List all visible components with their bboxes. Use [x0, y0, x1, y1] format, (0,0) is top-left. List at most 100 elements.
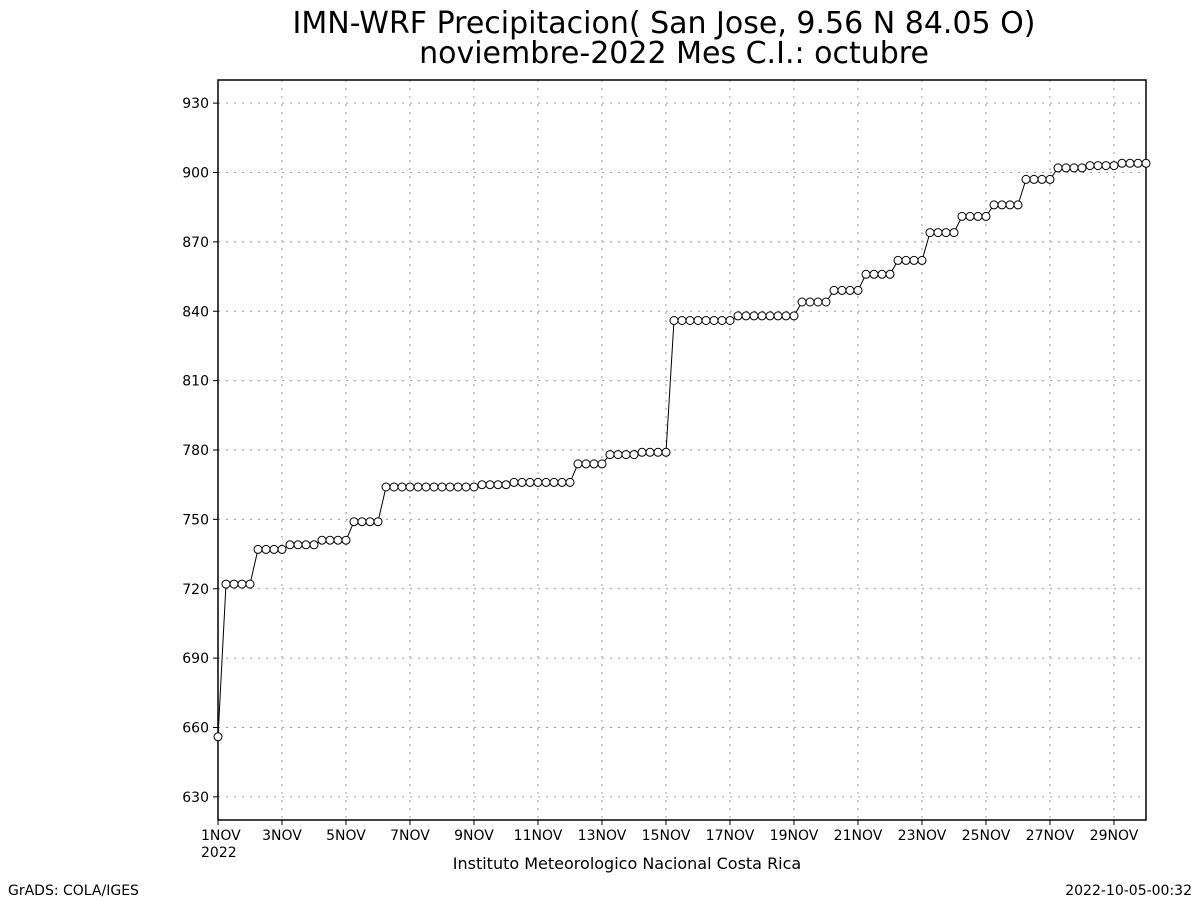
- data-point: [429, 482, 439, 492]
- x-tick-label: 27NOV: [1026, 828, 1075, 844]
- data-point: [549, 477, 559, 487]
- data-point: [837, 285, 847, 295]
- data-point: [797, 297, 807, 307]
- data-point: [381, 482, 391, 492]
- x-tick-label: 3NOV: [262, 828, 302, 844]
- data-point: [461, 482, 471, 492]
- data-point: [373, 517, 383, 527]
- data-point: [973, 211, 983, 221]
- footer-left: GrADS: COLA/IGES: [8, 883, 139, 899]
- y-tick-label: 750: [182, 512, 209, 528]
- data-point: [493, 480, 503, 490]
- x-tick-label: 15NOV: [642, 828, 691, 844]
- y-tick-label: 870: [182, 235, 209, 251]
- data-point: [597, 459, 607, 469]
- data-point: [1069, 163, 1079, 173]
- data-point: [685, 316, 695, 325]
- data-point: [605, 450, 615, 460]
- data-point: [253, 544, 263, 554]
- x-tick-label: 11NOV: [514, 828, 563, 844]
- x-tick-label: 25NOV: [962, 828, 1011, 844]
- data-point: [389, 482, 399, 492]
- data-point: [1037, 174, 1047, 184]
- data-point: [325, 535, 335, 545]
- data-point: [741, 311, 751, 321]
- data-point: [365, 517, 375, 527]
- data-point: [901, 255, 911, 265]
- data-point: [917, 255, 927, 265]
- data-point: [1085, 161, 1095, 171]
- data-point: [773, 311, 783, 321]
- series-precipitation: [213, 158, 1151, 742]
- data-point: [301, 540, 311, 550]
- data-point: [509, 477, 519, 487]
- data-point: [565, 477, 575, 487]
- data-point: [285, 540, 295, 550]
- data-point: [821, 297, 831, 307]
- data-point: [1101, 161, 1111, 171]
- data-point: [1053, 163, 1063, 173]
- data-point: [1093, 161, 1103, 171]
- data-point: [677, 316, 687, 325]
- data-point: [941, 228, 951, 238]
- data-point: [997, 200, 1007, 210]
- data-point: [413, 482, 423, 492]
- data-point: [341, 535, 351, 545]
- chart-subtitle: noviembre-2022 Mes C.I.: octubre: [419, 36, 929, 71]
- data-point: [925, 228, 935, 238]
- data-point: [437, 482, 447, 492]
- data-point: [517, 477, 527, 487]
- data-point: [445, 482, 455, 492]
- x-tick-label: 5NOV: [326, 828, 366, 844]
- grid-lines: [218, 80, 1146, 820]
- data-point: [581, 459, 591, 469]
- data-point: [805, 297, 815, 307]
- y-tick-label: 630: [182, 790, 209, 806]
- data-point: [789, 311, 799, 321]
- data-point: [237, 579, 247, 589]
- x-tick-label: 21NOV: [834, 828, 883, 844]
- data-point: [1029, 174, 1039, 184]
- data-point: [397, 482, 407, 492]
- data-point: [757, 311, 767, 321]
- x-tick-label: 29NOV: [1090, 828, 1139, 844]
- data-point: [501, 480, 511, 490]
- data-point: [965, 211, 975, 221]
- data-point: [1045, 174, 1055, 184]
- data-point: [693, 316, 703, 325]
- data-point: [1021, 174, 1031, 184]
- y-tick-label: 810: [182, 374, 209, 390]
- data-point: [1133, 158, 1143, 168]
- data-point: [261, 544, 271, 554]
- data-point: [349, 517, 359, 527]
- x-axis-label: Instituto Meteorologico Nacional Costa R…: [453, 854, 801, 873]
- x-tick-label: 9NOV: [454, 828, 494, 844]
- data-point: [701, 316, 711, 325]
- data-point: [333, 535, 343, 545]
- x-tick-label: 17NOV: [706, 828, 755, 844]
- data-point: [269, 544, 279, 554]
- data-point: [717, 316, 727, 325]
- data-point: [813, 297, 823, 307]
- data-point: [853, 285, 863, 295]
- data-point: [421, 482, 431, 492]
- data-point: [533, 477, 543, 487]
- data-point: [829, 285, 839, 295]
- y-tick-label: 720: [182, 582, 209, 598]
- y-tick-label: 660: [182, 721, 209, 737]
- data-point: [477, 480, 487, 490]
- data-point: [309, 540, 319, 550]
- data-point: [213, 732, 223, 742]
- y-tick-label: 780: [182, 443, 209, 459]
- data-point: [357, 517, 367, 527]
- data-point: [781, 311, 791, 321]
- data-point: [733, 311, 743, 321]
- footer-right: 2022-10-05-00:32: [1065, 883, 1192, 899]
- x-tick-label: 7NOV: [390, 828, 430, 844]
- x-tick-label: 23NOV: [898, 828, 947, 844]
- data-point: [293, 540, 303, 550]
- data-point: [221, 579, 231, 589]
- data-point: [885, 269, 895, 279]
